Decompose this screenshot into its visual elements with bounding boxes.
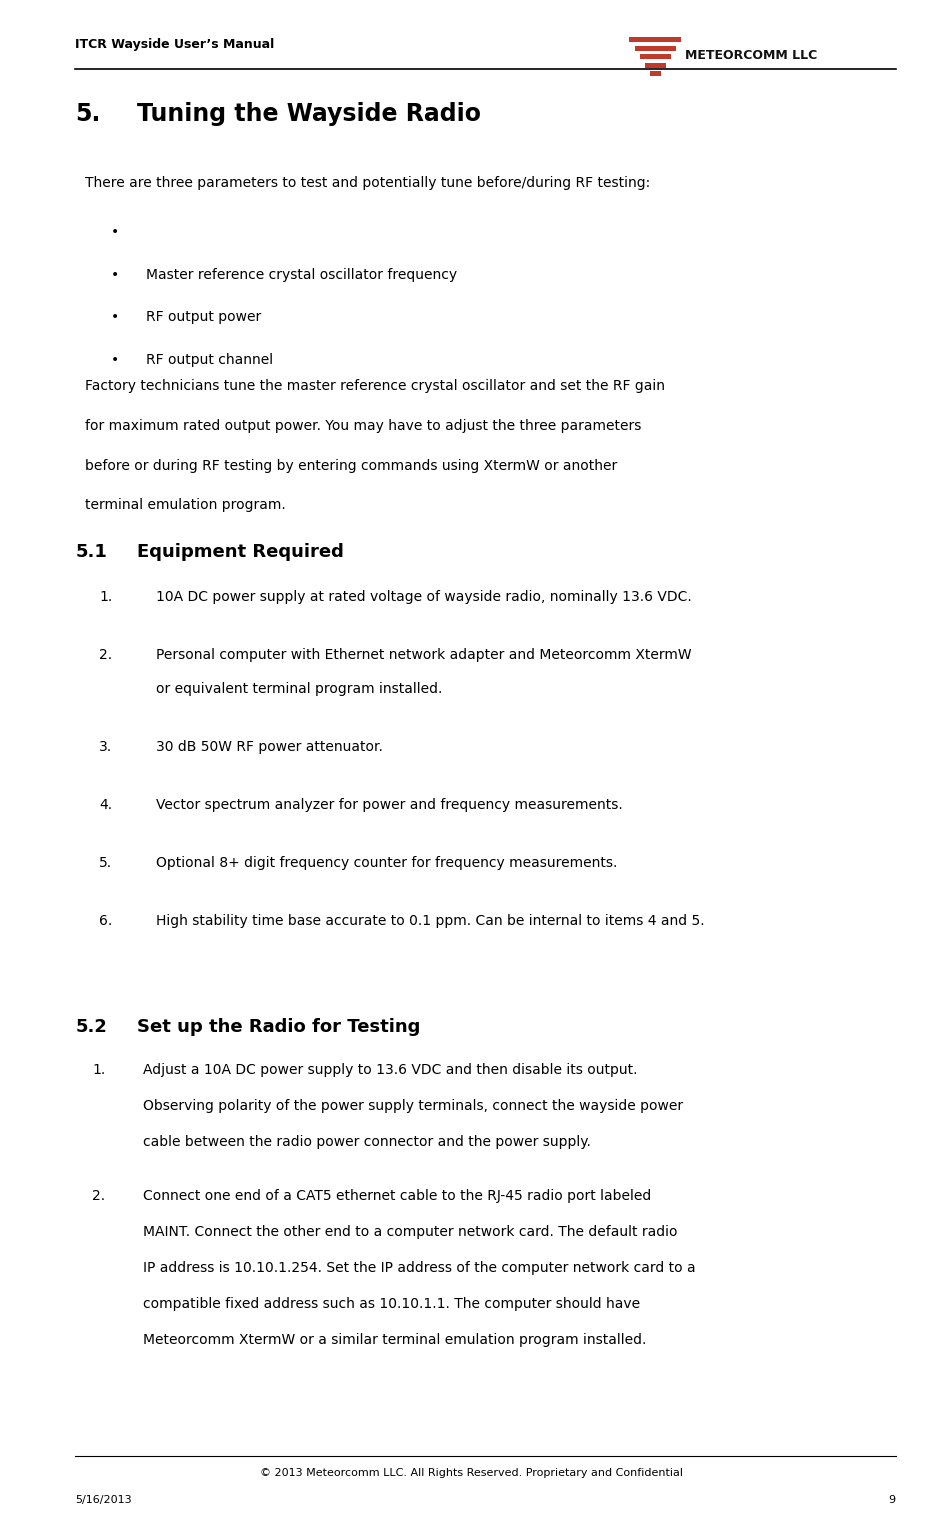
Text: RF output channel: RF output channel: [146, 353, 273, 367]
Bar: [639, 54, 671, 60]
Text: before or during RF testing by entering commands using XtermW or another: before or during RF testing by entering …: [85, 459, 617, 472]
Text: Observing polarity of the power supply terminals, connect the wayside power: Observing polarity of the power supply t…: [143, 1098, 684, 1113]
Text: cable between the radio power connector and the power supply.: cable between the radio power connector …: [143, 1135, 591, 1148]
Text: •: •: [111, 225, 120, 239]
Text: 9: 9: [888, 1495, 896, 1506]
Bar: [651, 72, 661, 76]
Text: •: •: [111, 268, 120, 281]
Text: 5.: 5.: [99, 856, 112, 870]
Text: Equipment Required: Equipment Required: [137, 543, 343, 561]
Text: High stability time base accurate to 0.1 ppm. Can be internal to items 4 and 5.: High stability time base accurate to 0.1…: [156, 914, 704, 928]
Text: Set up the Radio for Testing: Set up the Radio for Testing: [137, 1018, 421, 1037]
Bar: [630, 37, 681, 43]
Text: 6.: 6.: [99, 914, 112, 928]
Text: 1.: 1.: [99, 590, 112, 604]
Text: IP address is 10.10.1.254. Set the IP address of the computer network card to a: IP address is 10.10.1.254. Set the IP ad…: [143, 1260, 696, 1275]
Text: Connect one end of a CAT5 ethernet cable to the RJ-45 radio port labeled: Connect one end of a CAT5 ethernet cable…: [143, 1190, 652, 1203]
Text: 5/16/2013: 5/16/2013: [75, 1495, 132, 1506]
Text: Master reference crystal oscillator frequency: Master reference crystal oscillator freq…: [146, 268, 457, 281]
Text: Adjust a 10A DC power supply to 13.6 VDC and then disable its output.: Adjust a 10A DC power supply to 13.6 VDC…: [143, 1063, 637, 1076]
Text: Meteorcomm XtermW or a similar terminal emulation program installed.: Meteorcomm XtermW or a similar terminal …: [143, 1333, 647, 1347]
Bar: [635, 46, 676, 50]
Text: terminal emulation program.: terminal emulation program.: [85, 498, 286, 512]
Text: 5.: 5.: [75, 102, 101, 127]
Text: compatible fixed address such as 10.10.1.1. The computer should have: compatible fixed address such as 10.10.1…: [143, 1297, 640, 1310]
Text: 30 dB 50W RF power attenuator.: 30 dB 50W RF power attenuator.: [156, 740, 383, 754]
Text: 3.: 3.: [99, 740, 112, 754]
Text: 5.1: 5.1: [75, 543, 108, 561]
Text: 2.: 2.: [92, 1190, 106, 1203]
Text: METEORCOMM LLC: METEORCOMM LLC: [686, 49, 818, 61]
Text: 2.: 2.: [99, 648, 112, 662]
Text: Optional 8+ digit frequency counter for frequency measurements.: Optional 8+ digit frequency counter for …: [156, 856, 617, 870]
Text: © 2013 Meteorcomm LLC. All Rights Reserved. Proprietary and Confidential: © 2013 Meteorcomm LLC. All Rights Reserv…: [260, 1468, 683, 1479]
Text: 4.: 4.: [99, 798, 112, 812]
Text: Tuning the Wayside Radio: Tuning the Wayside Radio: [137, 102, 481, 127]
Text: •: •: [111, 310, 120, 324]
Text: •: •: [111, 353, 120, 367]
Text: Personal computer with Ethernet network adapter and Meteorcomm XtermW: Personal computer with Ethernet network …: [156, 648, 691, 662]
Text: Vector spectrum analyzer for power and frequency measurements.: Vector spectrum analyzer for power and f…: [156, 798, 622, 812]
Text: MAINT. Connect the other end to a computer network card. The default radio: MAINT. Connect the other end to a comput…: [143, 1225, 678, 1238]
Text: for maximum rated output power. You may have to adjust the three parameters: for maximum rated output power. You may …: [85, 419, 641, 433]
Text: There are three parameters to test and potentially tune before/during RF testing: There are three parameters to test and p…: [85, 176, 650, 190]
Text: 10A DC power supply at rated voltage of wayside radio, nominally 13.6 VDC.: 10A DC power supply at rated voltage of …: [156, 590, 691, 604]
Text: or equivalent terminal program installed.: or equivalent terminal program installed…: [156, 682, 442, 696]
Bar: [645, 63, 666, 67]
Text: 1.: 1.: [92, 1063, 106, 1076]
Text: 5.2: 5.2: [75, 1018, 108, 1037]
Text: RF output power: RF output power: [146, 310, 261, 324]
Text: Factory technicians tune the master reference crystal oscillator and set the RF : Factory technicians tune the master refe…: [85, 379, 665, 393]
Text: ITCR Wayside User’s Manual: ITCR Wayside User’s Manual: [75, 38, 274, 52]
